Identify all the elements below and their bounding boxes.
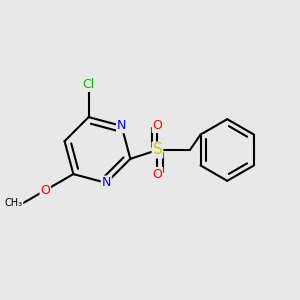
Text: O: O (152, 168, 162, 181)
Text: N: N (117, 119, 126, 132)
Text: O: O (152, 119, 162, 132)
Text: Cl: Cl (82, 78, 95, 91)
Text: S: S (153, 142, 162, 158)
Text: N: N (102, 176, 111, 189)
Text: O: O (40, 184, 50, 197)
Text: CH₃: CH₃ (5, 198, 23, 208)
